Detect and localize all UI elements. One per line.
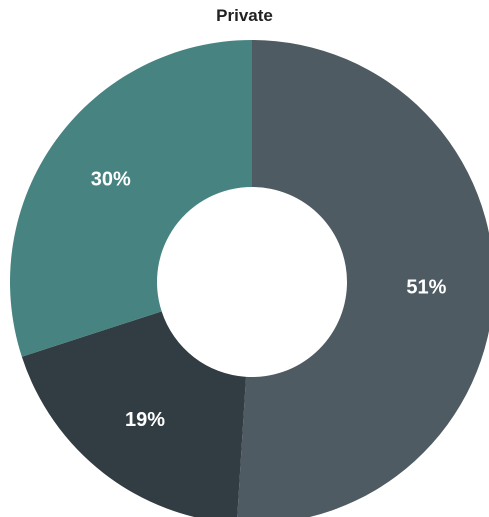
slice-label-1: 19% [125,409,165,431]
slice-label-2: 30% [91,168,131,190]
donut-slice-2 [10,40,252,357]
chart-title: Private [216,6,273,25]
donut-slice-0 [237,40,489,517]
slice-label-0: 51% [406,276,446,298]
donut-slice-1 [21,311,247,517]
